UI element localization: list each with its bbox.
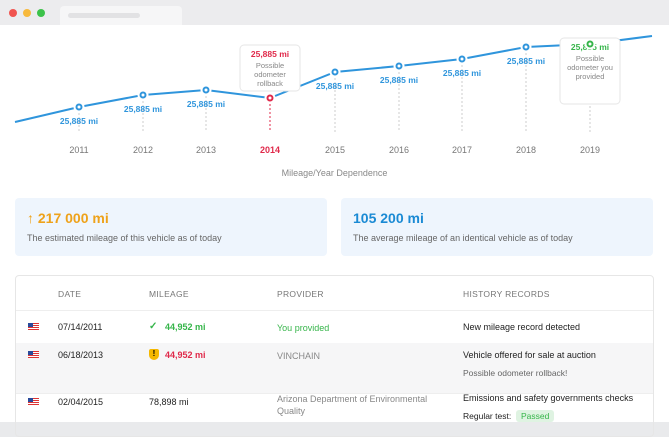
tab-placeholder: [68, 13, 140, 18]
point-label: 25,885 mi: [507, 56, 545, 66]
year-label: 2015: [325, 145, 345, 155]
flag-canton: [28, 398, 33, 402]
point-dot: [460, 57, 464, 61]
trend-line: [14, 35, 653, 123]
record-detail: Possible odometer rollback!: [463, 368, 568, 378]
flag-canton: [28, 351, 33, 355]
flag: [28, 323, 39, 330]
record-detail: Regular test:: [463, 411, 512, 421]
point-dot: [204, 88, 208, 92]
year-label: 2019: [580, 145, 600, 155]
point-dot: [333, 70, 337, 74]
point-label: 25,885 mi: [380, 75, 418, 85]
point-dot: [77, 105, 81, 109]
date: 07/14/2011: [58, 322, 103, 332]
year-label: 2012: [133, 145, 153, 155]
column-header: DATE: [58, 289, 82, 299]
point-label: 25,885 mi: [60, 116, 98, 126]
stat-card: ↑ 217 000 mi The estimated mileage of th…: [15, 198, 327, 256]
mileage: 78,898 mi: [149, 397, 189, 407]
point-label: 25,885 mi: [316, 81, 354, 91]
date: 06/18/2013: [58, 350, 104, 360]
point-dot: [588, 42, 592, 46]
provider: Arizona Department of Environmental Qual…: [277, 394, 428, 416]
year-label: 2013: [196, 145, 216, 155]
year-label: 2011: [69, 145, 88, 155]
column-header: HISTORY RECORDS: [463, 289, 550, 299]
chart-caption: Mileage/Year Dependence: [281, 168, 388, 178]
tooltip: [559, 37, 621, 105]
stat-text: The estimated mileage of this vehicle as…: [27, 233, 222, 243]
record: Emissions and safety governments checks: [463, 393, 634, 403]
point-note: Possible odometer rollback: [254, 61, 286, 88]
point-dot: [397, 64, 401, 68]
point-label: 25,885 mi: [187, 99, 225, 109]
stat-text: The average mileage of an identical vehi…: [353, 233, 573, 243]
year-label: 2014: [260, 145, 280, 155]
mileage-chart: 2011 25,885 mi 2012 25,885 mi 2013 25,885 mi 2…: [14, 35, 653, 155]
point-label: 25,885 mi: [124, 104, 162, 114]
mileage: 44,952 mi: [165, 350, 206, 360]
row-divider: [16, 310, 653, 311]
provider: You provided: [277, 323, 330, 333]
mileage: 44,952 mi: [165, 322, 206, 332]
record: New mileage record detected: [463, 322, 581, 332]
year-label: 2016: [389, 145, 409, 155]
point-note: Possible odometer you provided: [567, 54, 613, 81]
check-icon: ✓: [149, 321, 158, 332]
column-header: PROVIDER: [277, 289, 324, 299]
warning-icon: !: [149, 349, 159, 360]
column-header: MILEAGE: [149, 289, 189, 299]
stat-value: ↑ 217 000 mi: [27, 210, 109, 226]
flag: [28, 398, 39, 405]
date: 02/04/2015: [58, 397, 104, 407]
stat-card: 105 200 mi The average mileage of an ide…: [341, 198, 653, 256]
close-dot[interactable]: [9, 9, 17, 17]
year-label: 2017: [452, 145, 472, 155]
flag: [28, 351, 39, 358]
stat-value: 105 200 mi: [353, 210, 424, 226]
tooltip: [239, 44, 301, 92]
history-table: DATE MILEAGE PROVIDER HISTORY RECORDS 07/14/…: [15, 275, 654, 437]
row-highlight: [16, 343, 653, 393]
point-label: 25,885 mi: [443, 68, 481, 78]
max-dot[interactable]: [37, 9, 45, 17]
status-badge: Passed: [516, 410, 555, 422]
record: Vehicle offered for sale at auction: [463, 350, 596, 360]
browser-bar: [0, 0, 669, 25]
stat-number: 217 000 mi: [37, 210, 109, 226]
provider: VINCHAIN: [277, 351, 321, 361]
point-dot: [524, 45, 528, 49]
point-dot: [268, 96, 272, 100]
row-divider: [16, 393, 653, 394]
flag-canton: [28, 323, 33, 327]
year-label: 2018: [516, 145, 536, 155]
min-dot[interactable]: [23, 9, 31, 17]
point-label: 25,885 mi: [251, 49, 289, 59]
tab[interactable]: [60, 6, 182, 25]
point-dot: [141, 93, 145, 97]
up-arrow: ↑: [27, 210, 38, 226]
